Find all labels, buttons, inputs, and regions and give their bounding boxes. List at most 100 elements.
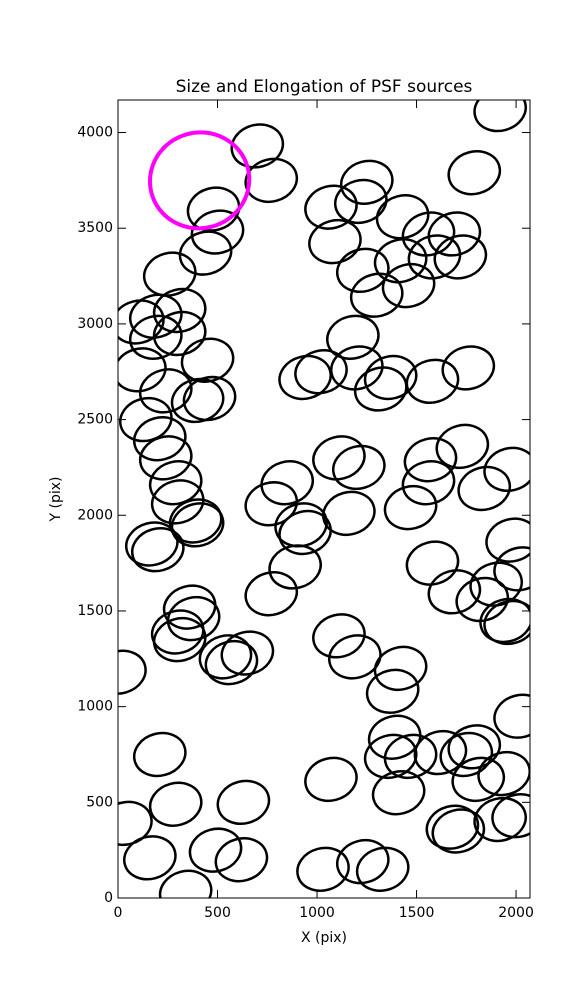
y-tick-label: 4000: [77, 125, 113, 141]
psf-ellipse: [278, 354, 332, 401]
psf-ellipse: [371, 770, 426, 816]
psf-ellipse: [132, 416, 187, 462]
psf-ellipse: [483, 599, 530, 646]
psf-ellipse: [148, 460, 203, 506]
psf-ellipse: [328, 634, 382, 680]
psf-ellipse: [403, 437, 458, 483]
psf-ellipse: [214, 837, 269, 883]
psf-ellipse: [473, 796, 527, 843]
psf-ellipse: [326, 314, 380, 360]
psf-ellipse: [441, 345, 496, 391]
y-tick-label: 3500: [77, 220, 113, 236]
psf-ellipse: [335, 247, 390, 293]
psf-ellipse: [128, 293, 183, 339]
psf-ellipse: [150, 609, 205, 655]
psf-ellipse: [373, 238, 428, 284]
psf-ellipse: [483, 446, 530, 492]
x-tick-label: 2000: [498, 905, 534, 921]
psf-ellipse: [469, 561, 523, 607]
chart-title: Size and Elongation of PSF sources: [176, 77, 473, 97]
psf-ellipse: [198, 634, 253, 680]
psf-ellipse: [451, 756, 506, 803]
psf-ellipse: [130, 527, 185, 573]
x-tick-label: 1000: [299, 905, 335, 921]
psf-ellipse: [278, 509, 332, 556]
psf-ellipse: [367, 714, 422, 760]
psf-ellipse: [186, 186, 241, 232]
psf-ellipse: [119, 396, 173, 443]
psf-ellipse: [158, 869, 213, 898]
psf-ellipse: [182, 375, 237, 422]
psf-ellipse: [152, 616, 207, 663]
psf-ellipse: [493, 693, 530, 739]
psf-ellipse: [405, 540, 460, 586]
psf-ellipse: [491, 793, 530, 839]
psf-ellipse: [433, 234, 488, 280]
psf-ellipse: [294, 349, 348, 395]
psf-ellipse: [425, 804, 480, 850]
psf-ellipse: [485, 517, 530, 563]
psf-ellipse: [312, 613, 366, 659]
psf-ellipse: [260, 460, 315, 506]
psf-ellipse: [455, 576, 510, 623]
psf-ellipse: [365, 668, 420, 714]
psf-ellipse: [148, 781, 203, 827]
psf-ellipse: [216, 779, 271, 825]
psf-ellipse: [375, 194, 430, 240]
psf-ellipse: [190, 209, 245, 255]
psf-ellipse: [244, 157, 299, 204]
x-axis-label: X (pix): [301, 930, 347, 946]
y-tick-label: 0: [104, 890, 113, 906]
y-tick-label: 3000: [77, 316, 113, 332]
y-tick-label: 2000: [77, 507, 113, 523]
psf-ellipse: [178, 230, 233, 276]
psf-ellipse: [405, 358, 460, 404]
psf-ellipse: [142, 251, 197, 297]
psf-ellipse: [304, 184, 358, 230]
psf-ellipse: [447, 150, 502, 196]
psf-ellipse: [230, 123, 285, 169]
psf-ellipse: [335, 838, 390, 885]
psf-ellipse: [180, 337, 235, 383]
plot-area: [118, 100, 530, 898]
psf-ellipse: [373, 645, 428, 692]
psf-ellipse: [431, 808, 486, 854]
y-tick-label: 2500: [77, 412, 113, 428]
psf-ellipse: [244, 571, 299, 617]
psf-ellipse: [457, 465, 512, 512]
psf-ellipse: [312, 435, 366, 481]
psf-ellipse: [118, 347, 167, 393]
psf-ellipse: [138, 435, 193, 481]
psf-ellipse: [132, 731, 187, 778]
psf-ellipse: [349, 272, 404, 318]
y-tick-label: 500: [86, 794, 113, 810]
plot-frame: [117, 99, 531, 899]
psf-ellipse: [123, 835, 177, 881]
x-tick-label: 0: [114, 905, 123, 921]
y-axis-label: Y (pix): [48, 477, 64, 523]
psf-ellipse: [333, 178, 388, 225]
y-tick-label: 1500: [77, 603, 113, 619]
psf-ellipse: [332, 444, 386, 491]
psf-ellipse: [473, 100, 527, 133]
psf-ellipse: [435, 423, 490, 470]
psf-ellipse: [188, 827, 243, 873]
x-tick-label: 500: [204, 905, 231, 921]
x-tick-label: 1500: [399, 905, 435, 921]
y-tick-label: 1000: [77, 699, 113, 715]
psf-ellipse: [125, 521, 179, 567]
psf-ellipse: [493, 546, 530, 592]
psf-ellipse: [479, 597, 530, 644]
psf-ellipse: [401, 460, 456, 506]
psf-ellipse: [383, 484, 438, 531]
psf-ellipse: [220, 630, 275, 676]
psf-ellipse: [166, 595, 221, 642]
psf-ellipse: [304, 756, 358, 803]
psf-ellipse: [150, 479, 205, 525]
psf-ellipse: [118, 649, 147, 695]
psf-ellipse: [322, 490, 376, 537]
psf-ellipse: [147, 130, 252, 231]
psf-ellipse: [407, 234, 462, 280]
